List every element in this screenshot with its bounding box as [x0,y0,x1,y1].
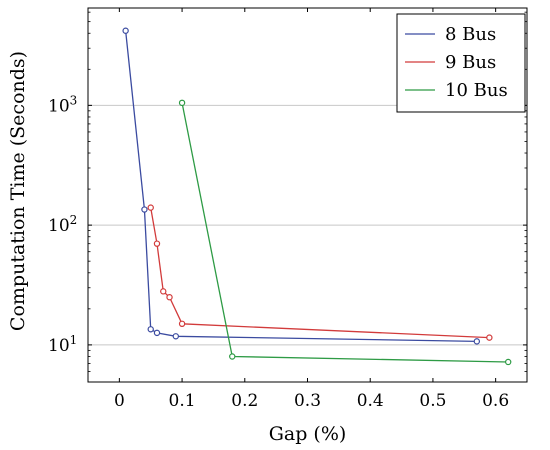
series-line-9-bus [150,207,490,339]
data-point-8-bus-0 [122,27,129,34]
x-axis-title: Gap (%) [269,423,347,445]
legend-label-9-bus: 9 Bus [445,52,496,73]
x-tick-label-4: 0.4 [357,391,384,411]
legend-label-8-bus: 8 Bus [445,24,496,45]
data-point-8-bus-4 [172,333,179,340]
series-9-bus [147,204,493,341]
data-point-9-bus-5 [486,334,493,341]
data-point-9-bus-4 [178,320,186,328]
data-point-10-bus-1 [229,353,236,360]
x-tick-label-5: 0.5 [419,391,446,411]
x-tick-label-1: 0.1 [169,391,196,411]
series-line-8-bus [124,30,477,343]
plot-data [122,27,512,366]
legend-box [396,13,526,113]
x-tick-label-2: 0.2 [231,391,258,411]
legend: 8 Bus 9 Bus 10 Bus [396,13,526,113]
data-point-8-bus-3 [153,329,161,337]
series-10-bus [178,99,512,366]
data-point-9-bus-0 [147,204,154,211]
x-tick-label-3: 0.3 [294,391,321,411]
data-point-8-bus-2 [147,326,154,333]
series-8-bus [122,27,481,345]
data-point-10-bus-2 [504,358,512,366]
legend-label-10-bus: 10 Bus [445,80,508,101]
data-point-9-bus-1 [153,240,161,247]
y-axis-title: Computation Time (Seconds) [7,51,29,331]
data-point-9-bus-2 [160,288,167,295]
x-tick-label-6: 0.6 [482,391,509,411]
plot-area-frame [87,7,528,383]
data-point-8-bus-5 [473,338,481,345]
data-point-10-bus-0 [178,99,186,107]
data-point-8-bus-1 [141,206,148,213]
x-tick-label-0: 0 [114,391,125,411]
data-point-9-bus-3 [166,294,173,301]
